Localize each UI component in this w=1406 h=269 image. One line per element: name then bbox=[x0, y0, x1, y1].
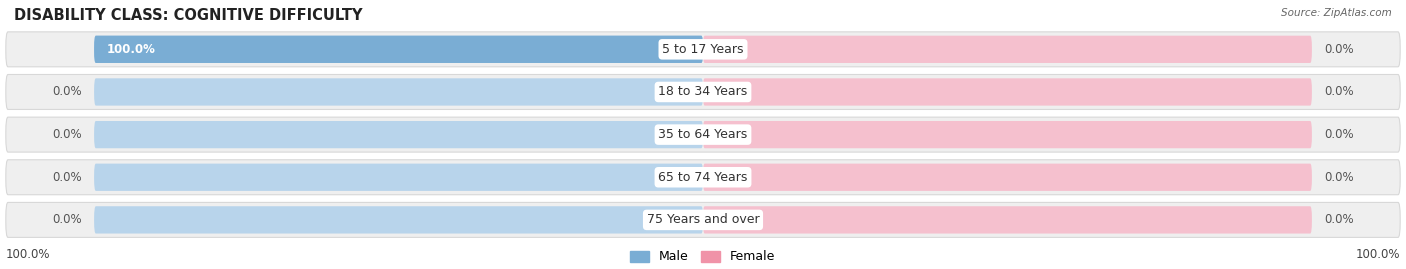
FancyBboxPatch shape bbox=[6, 160, 1400, 195]
FancyBboxPatch shape bbox=[6, 202, 1400, 237]
Text: Source: ZipAtlas.com: Source: ZipAtlas.com bbox=[1281, 8, 1392, 18]
Text: 75 Years and over: 75 Years and over bbox=[647, 213, 759, 226]
FancyBboxPatch shape bbox=[94, 164, 703, 191]
Text: 0.0%: 0.0% bbox=[52, 86, 82, 98]
FancyBboxPatch shape bbox=[94, 206, 703, 233]
Text: 0.0%: 0.0% bbox=[1324, 43, 1354, 56]
FancyBboxPatch shape bbox=[6, 117, 1400, 152]
Text: 65 to 74 Years: 65 to 74 Years bbox=[658, 171, 748, 184]
Text: 35 to 64 Years: 35 to 64 Years bbox=[658, 128, 748, 141]
Text: 0.0%: 0.0% bbox=[1324, 171, 1354, 184]
Text: 18 to 34 Years: 18 to 34 Years bbox=[658, 86, 748, 98]
Legend: Male, Female: Male, Female bbox=[626, 246, 780, 268]
FancyBboxPatch shape bbox=[703, 78, 1312, 106]
FancyBboxPatch shape bbox=[703, 121, 1312, 148]
Text: 100.0%: 100.0% bbox=[107, 43, 155, 56]
Text: 0.0%: 0.0% bbox=[52, 171, 82, 184]
FancyBboxPatch shape bbox=[94, 36, 703, 63]
Text: 0.0%: 0.0% bbox=[1324, 213, 1354, 226]
Text: 0.0%: 0.0% bbox=[52, 128, 82, 141]
Text: DISABILITY CLASS: COGNITIVE DIFFICULTY: DISABILITY CLASS: COGNITIVE DIFFICULTY bbox=[14, 8, 363, 23]
FancyBboxPatch shape bbox=[6, 75, 1400, 109]
Text: 0.0%: 0.0% bbox=[1324, 128, 1354, 141]
Text: 100.0%: 100.0% bbox=[1355, 248, 1400, 261]
FancyBboxPatch shape bbox=[703, 36, 1312, 63]
FancyBboxPatch shape bbox=[94, 36, 703, 63]
FancyBboxPatch shape bbox=[703, 164, 1312, 191]
Text: 0.0%: 0.0% bbox=[52, 213, 82, 226]
FancyBboxPatch shape bbox=[6, 32, 1400, 67]
Text: 0.0%: 0.0% bbox=[1324, 86, 1354, 98]
FancyBboxPatch shape bbox=[94, 78, 703, 106]
Text: 5 to 17 Years: 5 to 17 Years bbox=[662, 43, 744, 56]
FancyBboxPatch shape bbox=[94, 121, 703, 148]
Text: 100.0%: 100.0% bbox=[6, 248, 51, 261]
FancyBboxPatch shape bbox=[703, 206, 1312, 233]
